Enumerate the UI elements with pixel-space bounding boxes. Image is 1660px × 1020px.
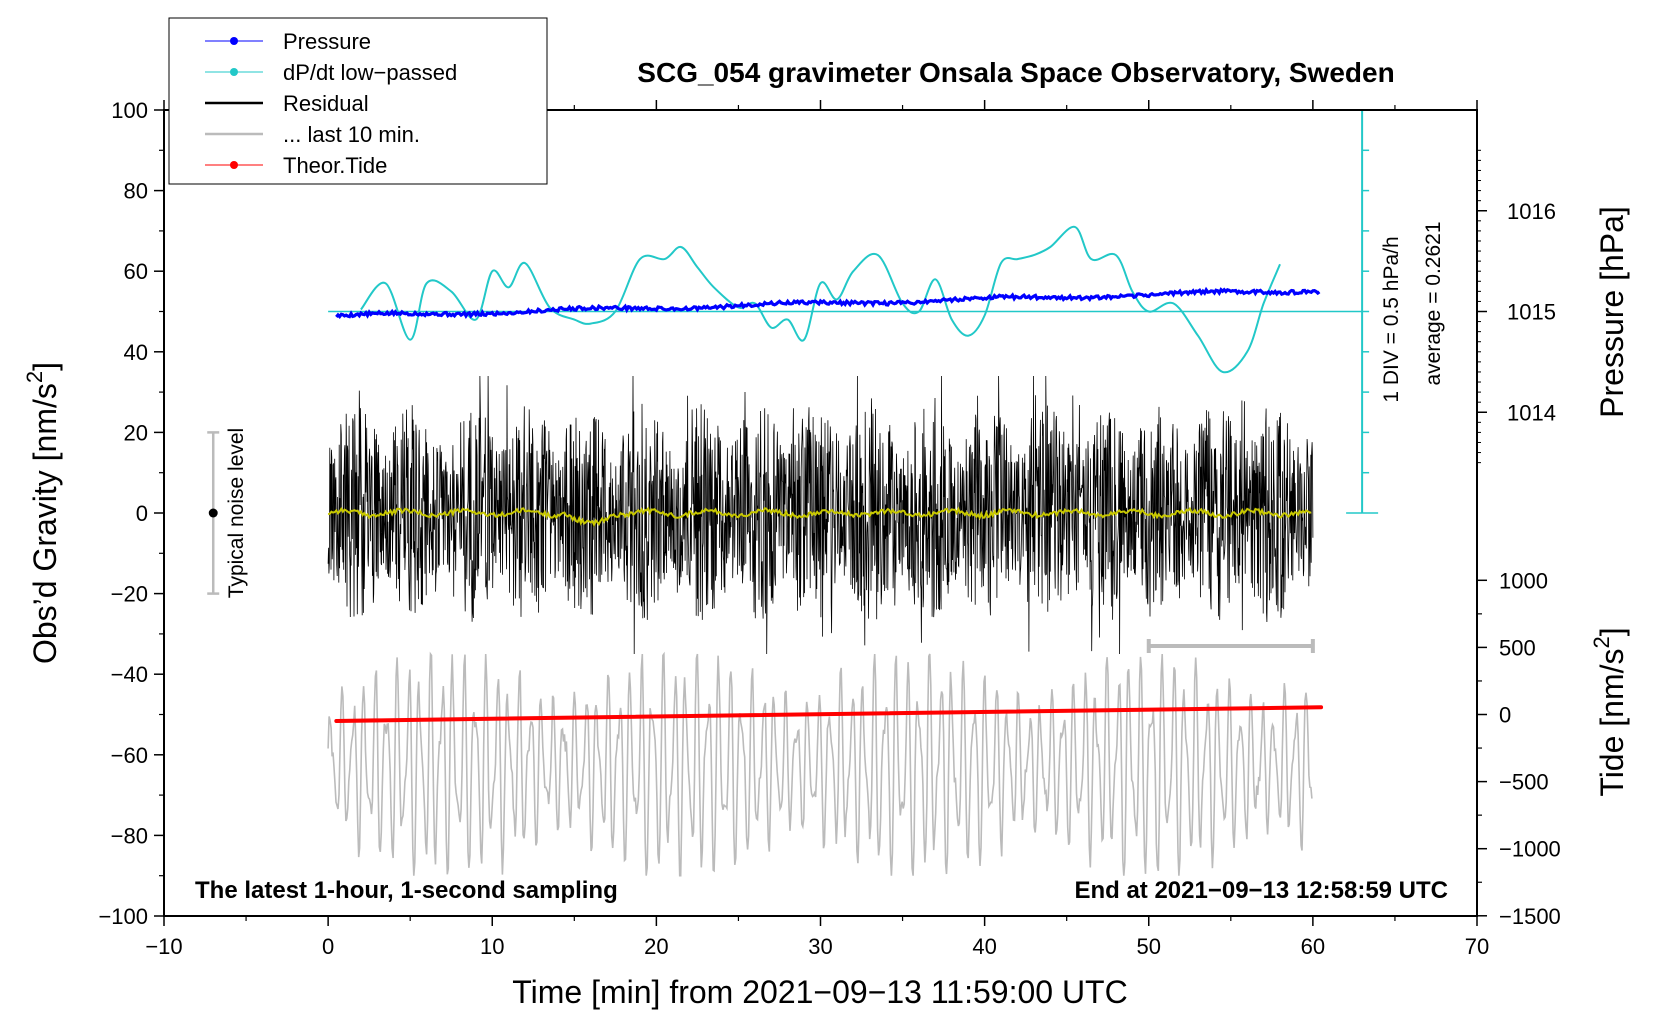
y-tick-label: −20 (111, 582, 148, 607)
x-tick-label: 10 (480, 934, 504, 959)
pressure-series (335, 286, 1321, 320)
bottom-left-note: The latest 1-hour, 1-second sampling (195, 877, 618, 904)
legend-box (168, 17, 548, 185)
residual-line (327, 375, 1314, 655)
bottom-right-note: End at 2021−09−13 12:58:59 UTC (1074, 877, 1448, 904)
x-tick-label: 30 (808, 934, 832, 959)
tide-tick-label: −500 (1499, 770, 1549, 795)
legend-label: Theor.Tide (283, 153, 387, 178)
residual-series (327, 375, 1314, 655)
y-axis-title-tide: Tide [nm/s2] (1589, 627, 1630, 796)
residual-lowpass-series (327, 506, 1312, 528)
legend-swatch-dot (230, 68, 238, 76)
last-10-min-line (327, 651, 1313, 877)
y-tick-label: 40 (124, 340, 148, 365)
legend: Pressure dP/dt low−passed Residual ... last… (168, 17, 548, 185)
axis-ticks: −10 0 10 20 30 40 50 60 70100806040200−20−40−60−… (98, 98, 1560, 959)
x-tick-label: −10 (145, 934, 182, 959)
y-tick-label: −100 (98, 904, 148, 929)
tide-line (334, 705, 1324, 723)
last-10-min-series (327, 651, 1313, 877)
tide-tick-label: 500 (1499, 635, 1536, 660)
legend-label: ... last 10 min. (283, 122, 420, 147)
tide-tick-label: 0 (1499, 703, 1511, 728)
dpdt-series (328, 225, 1363, 374)
chart-title: SCG_054 gravimeter Onsala Space Observat… (637, 57, 1394, 88)
y-tick-label: −80 (111, 823, 148, 848)
annotations: Typical noise level 1 DIV = 0.5 hPa/h aver… (207, 109, 1445, 653)
y-tick-label: 100 (111, 98, 148, 123)
tide-tick-label: 1000 (1499, 568, 1548, 593)
y-tick-label: −40 (111, 662, 148, 687)
theor-tide-series (334, 705, 1324, 723)
tide-tick-label: −1500 (1499, 904, 1561, 929)
legend-label: Residual (283, 91, 369, 116)
legend-swatch-dot (230, 37, 238, 45)
legend-label: Pressure (283, 29, 371, 54)
legend-label: dP/dt low−passed (283, 60, 457, 85)
x-tick-label: 70 (1465, 934, 1489, 959)
y-axis-title-pressure: Pressure [hPa] (1594, 206, 1630, 418)
pressure-tick-label: 1015 (1507, 300, 1556, 325)
y-tick-label: 20 (124, 420, 148, 445)
pressure-tick-label: 1016 (1507, 199, 1556, 224)
noise-label: Typical noise level (225, 428, 248, 598)
tide-tick-label: −1000 (1499, 837, 1561, 862)
scale-avg-label: average = 0.2621 (1422, 221, 1445, 385)
x-axis-title: Time [min] from 2021−09−13 11:59:00 UTC (512, 974, 1127, 1010)
x-tick-label: 60 (1301, 934, 1325, 959)
noise-center-dot (208, 508, 218, 518)
scale-div-label: 1 DIV = 0.5 hPa/h (1380, 236, 1403, 402)
residual-lowpass-line (327, 506, 1312, 528)
x-tick-label: 50 (1137, 934, 1161, 959)
y-tick-label: 60 (124, 259, 148, 284)
y-tick-label: −60 (111, 743, 148, 768)
x-tick-label: 0 (322, 934, 334, 959)
x-tick-label: 40 (972, 934, 996, 959)
dpdt-line (360, 225, 1281, 374)
y-axis-title-gravity: Obs’d Gravity [nm/s2] (22, 362, 63, 664)
pressure-tick-label: 1014 (1507, 400, 1556, 425)
pressure-line (335, 286, 1321, 320)
y-tick-label: 80 (124, 179, 148, 204)
y-tick-label: 0 (136, 501, 148, 526)
legend-swatch-dot (230, 161, 238, 169)
x-tick-label: 20 (644, 934, 668, 959)
